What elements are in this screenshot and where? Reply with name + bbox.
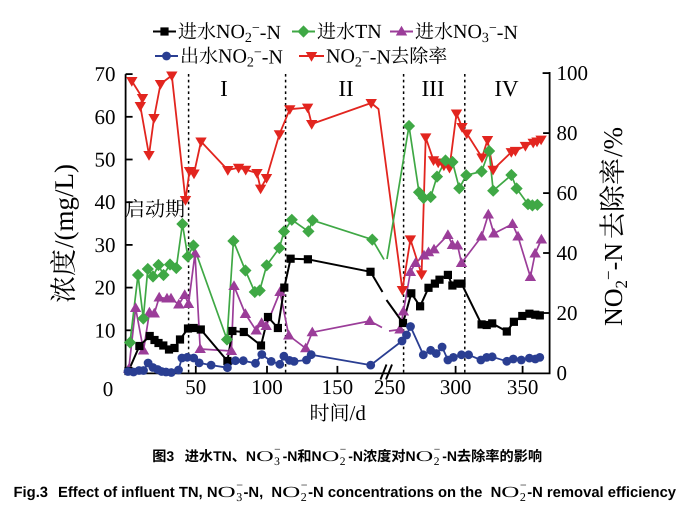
svg-text:III: III [422, 76, 445, 101]
svg-text:II: II [338, 76, 353, 101]
svg-text:100: 100 [557, 61, 589, 85]
svg-text:2: 2 [434, 456, 440, 468]
svg-text:-N concentrations on the: -N concentrations on the [308, 485, 482, 501]
svg-text:N: N [207, 485, 218, 501]
svg-text:TN: TN [355, 21, 382, 43]
svg-text:N: N [271, 485, 282, 501]
svg-text:40: 40 [95, 190, 116, 214]
svg-text:−: − [236, 478, 243, 492]
svg-text:/%: /% [598, 127, 628, 157]
svg-text:-N: -N [283, 448, 298, 464]
svg-text:300: 300 [440, 375, 472, 399]
svg-text:150: 150 [322, 375, 354, 399]
svg-text:Effect of influent TN,: Effect of influent TN, [58, 485, 203, 501]
svg-text:O: O [322, 449, 340, 465]
svg-text:/(mg/L): /(mg/L) [49, 164, 79, 248]
svg-text:N: N [406, 448, 416, 464]
svg-text:2: 2 [301, 490, 307, 504]
svg-text:−: − [520, 478, 527, 492]
svg-text:20: 20 [95, 276, 116, 300]
svg-text:−: − [340, 444, 347, 456]
svg-text:350: 350 [507, 375, 539, 399]
svg-text:TN: TN [213, 448, 232, 464]
svg-text:N: N [246, 448, 256, 464]
svg-text:O: O [282, 484, 300, 501]
svg-text:NO2−-N: NO2−-N [599, 243, 631, 326]
svg-text:10: 10 [95, 318, 116, 342]
svg-text:-N removal efficiency: -N removal efficiency [527, 485, 677, 501]
svg-text:3: 3 [236, 490, 242, 504]
svg-text:−: − [434, 444, 441, 456]
svg-text:O: O [416, 449, 434, 465]
svg-text:-N: -N [442, 448, 457, 464]
svg-text:50: 50 [95, 148, 116, 172]
svg-text:I: I [220, 76, 228, 101]
svg-text:O: O [501, 484, 519, 501]
svg-text:3: 3 [166, 448, 174, 464]
svg-text:40: 40 [557, 241, 578, 265]
svg-text:NO2−-N: NO2−-N [216, 21, 281, 46]
svg-text:-N,: -N, [244, 485, 264, 501]
svg-text:0: 0 [103, 377, 114, 401]
svg-text:N: N [312, 448, 322, 464]
svg-text:250: 250 [374, 375, 406, 399]
svg-text:100: 100 [251, 375, 283, 399]
svg-text:60: 60 [557, 181, 578, 205]
svg-text:2: 2 [520, 490, 526, 504]
svg-text:N: N [491, 485, 502, 501]
svg-text:20: 20 [557, 301, 578, 325]
svg-text:2: 2 [340, 456, 346, 468]
svg-text:-N: -N [348, 448, 363, 464]
svg-text:3: 3 [274, 456, 280, 468]
svg-text:80: 80 [557, 121, 578, 145]
svg-text:Fig.3: Fig.3 [14, 485, 49, 501]
svg-text:60: 60 [95, 105, 116, 129]
svg-text:O: O [256, 449, 274, 465]
svg-text:50: 50 [185, 375, 206, 399]
svg-text:−: − [301, 478, 308, 492]
svg-text:−: − [274, 444, 281, 456]
svg-text:70: 70 [95, 62, 116, 86]
svg-text:0: 0 [557, 361, 568, 385]
svg-text:30: 30 [95, 233, 116, 257]
svg-text:O: O [218, 484, 236, 501]
svg-text:IV: IV [494, 76, 519, 101]
svg-text:/d: /d [350, 401, 367, 425]
